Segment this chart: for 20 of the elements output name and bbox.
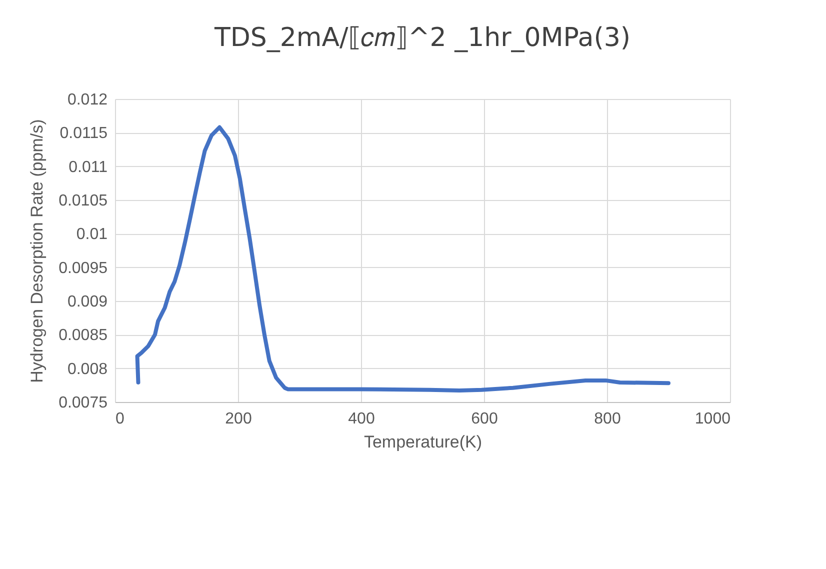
x-axis-title: Temperature(K) — [364, 432, 482, 452]
y-axis-title: Hydrogen Desorption Rate (ppm/s) — [28, 119, 47, 383]
y-tick-label: 0.0105 — [58, 192, 108, 210]
x-tick-label: 200 — [225, 410, 252, 428]
y-tick-label: 0.01 — [76, 226, 108, 244]
x-tick-label: 600 — [471, 410, 498, 428]
y-tick-label: 0.008 — [67, 360, 108, 378]
y-tick-label: 0.012 — [67, 92, 108, 108]
y-tick-label: 0.009 — [67, 294, 108, 310]
x-tick-label: 0 — [116, 410, 124, 428]
x-tick-label: 400 — [348, 410, 375, 428]
x-tick-label: 800 — [594, 410, 621, 428]
x-tick-label: 1000 — [694, 410, 731, 428]
y-tick-label: 0.0115 — [60, 125, 108, 142]
y-tick-label: 0.0085 — [58, 327, 108, 344]
y-tick-label: 0.0095 — [58, 260, 108, 277]
line-series — [135, 125, 670, 393]
y-tick-label: 0.011 — [68, 158, 108, 176]
chart-title: TDS_2mA/⟦𝑐𝑚⟧^2 _1hr_0MPa(3) — [213, 23, 631, 53]
y-tick-label: 0.0075 — [58, 394, 108, 412]
